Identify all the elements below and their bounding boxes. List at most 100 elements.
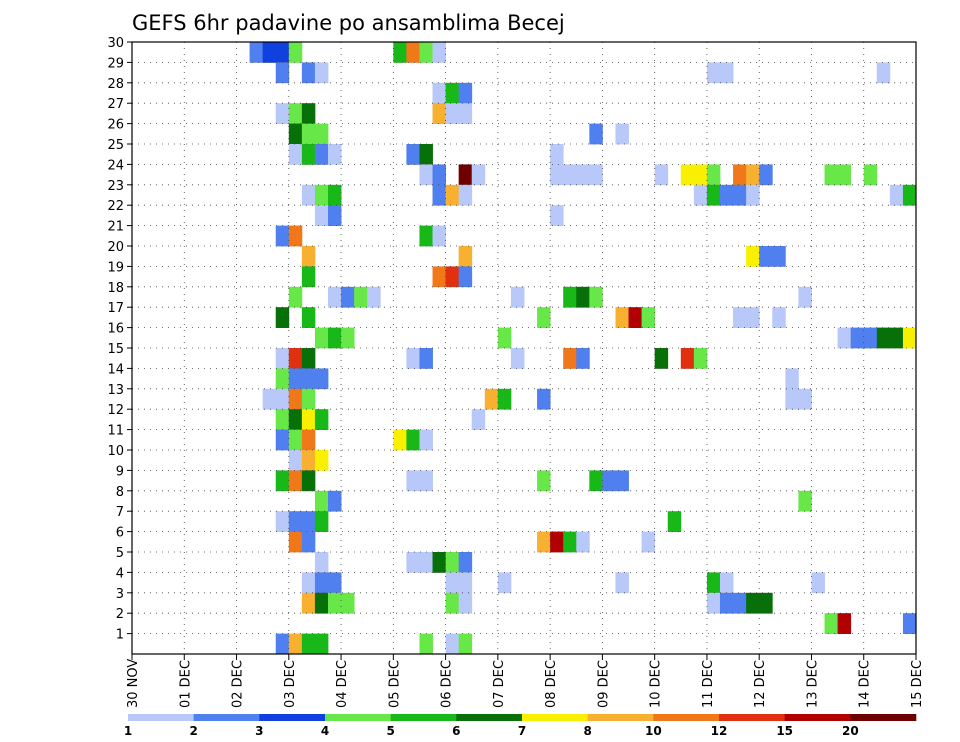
legend-swatch — [784, 714, 851, 721]
heatmap-cell — [837, 613, 852, 634]
heatmap-cell — [288, 429, 303, 451]
legend-label: 6 — [452, 724, 460, 738]
heatmap-cell — [706, 164, 721, 186]
heatmap-cell — [733, 164, 747, 186]
y-tick-label: 12 — [107, 403, 124, 418]
legend-swatch — [128, 714, 194, 721]
legend-swatch — [850, 714, 917, 721]
grid-lines — [132, 42, 916, 654]
heatmap-cell — [301, 184, 316, 206]
heatmap-cell — [733, 592, 747, 614]
x-tick-label: 15 DEC — [910, 660, 925, 708]
heatmap-cell — [706, 572, 721, 594]
heatmap-cell — [275, 225, 290, 247]
heatmap-cell — [328, 144, 342, 165]
legend-label: 2 — [189, 724, 197, 738]
heatmap-cell — [301, 429, 316, 451]
heatmap-cell — [589, 470, 603, 492]
heatmap-cell — [301, 266, 316, 288]
legend-label: 15 — [776, 724, 793, 738]
heatmap-cell — [406, 42, 420, 63]
legend-swatch — [719, 714, 785, 721]
y-tick-label: 3 — [116, 587, 124, 602]
heatmap-cell — [406, 552, 420, 573]
heatmap-cell — [301, 123, 316, 145]
heatmap-cell — [889, 184, 904, 206]
heatmap-cell — [419, 552, 433, 573]
heatmap-cell — [746, 592, 760, 614]
y-tick-label: 10 — [107, 444, 124, 459]
y-tick-label: 17 — [107, 301, 124, 316]
heatmap-cell — [589, 164, 603, 186]
y-tick-label: 27 — [107, 97, 124, 112]
y-tick-label: 28 — [107, 77, 124, 92]
heatmap-cell — [537, 388, 551, 410]
x-tick-label: 05 DEC — [387, 660, 402, 708]
heatmap-cell — [314, 409, 329, 430]
heatmap-cell — [419, 429, 433, 451]
y-tick-label: 24 — [107, 158, 124, 173]
heatmap-cell — [537, 531, 551, 553]
y-axis: 1234567891011121314151617181920212223242… — [107, 36, 132, 643]
y-tick-label: 5 — [116, 546, 124, 561]
heatmap-cell — [876, 62, 891, 84]
heatmap-cell — [406, 144, 420, 165]
heatmap-cell — [328, 184, 342, 206]
y-tick-label: 2 — [116, 607, 124, 622]
heatmap-cell — [576, 348, 590, 369]
heatmap-cell — [275, 429, 290, 451]
heatmap-cell — [537, 470, 551, 492]
y-tick-label: 1 — [116, 628, 124, 643]
y-tick-label: 23 — [107, 179, 124, 194]
heatmap-cell — [615, 123, 629, 145]
heatmap-cell — [458, 552, 473, 573]
heatmap-cell — [406, 470, 420, 492]
y-tick-label: 29 — [107, 56, 124, 71]
heatmap-cell — [720, 62, 734, 84]
heatmap-cell — [314, 368, 329, 390]
heatmap-cell — [393, 429, 407, 451]
y-tick-label: 30 — [107, 36, 124, 51]
heatmap-cell — [693, 184, 708, 206]
heatmap-cell — [314, 62, 329, 84]
x-tick-label: 08 DEC — [544, 660, 559, 708]
legend-label: 7 — [518, 724, 526, 738]
legend-label: 10 — [645, 724, 662, 738]
heatmap-cell — [288, 470, 303, 492]
heatmap-cell — [759, 164, 773, 186]
heatmap-cell — [615, 470, 629, 492]
heatmap-cell — [563, 286, 577, 308]
heatmap-cell — [458, 164, 473, 186]
heatmap-cell — [746, 246, 760, 267]
heatmap-cell — [406, 348, 420, 369]
heatmap-cell — [733, 184, 747, 206]
y-tick-label: 20 — [107, 240, 124, 255]
heatmap-cell — [550, 164, 564, 186]
heatmap-cell — [746, 307, 760, 328]
y-tick-label: 13 — [107, 383, 124, 398]
heatmap-cell — [785, 368, 799, 390]
heatmap-cell — [432, 164, 446, 186]
heatmap-cell — [667, 511, 682, 532]
legend-label: 20 — [842, 724, 859, 738]
heatmap-cell — [419, 633, 433, 655]
heatmap-cell — [537, 307, 551, 328]
heatmap-cell — [445, 592, 460, 614]
heatmap-cell — [288, 531, 303, 553]
x-tick-label: 30 NOV — [126, 659, 141, 708]
heatmap-cell — [419, 225, 433, 247]
heatmap-cell — [720, 572, 734, 594]
heatmap-cell — [301, 470, 316, 492]
y-tick-label: 25 — [107, 138, 124, 153]
heatmap-cell — [458, 633, 473, 655]
heatmap-cell — [301, 62, 316, 84]
x-tick-label: 07 DEC — [492, 660, 507, 708]
legend-swatch — [390, 714, 457, 721]
legend-label: 3 — [255, 724, 263, 738]
legend-label: 4 — [321, 724, 329, 738]
heatmap-cell — [393, 42, 407, 63]
legend-swatch — [522, 714, 588, 721]
heatmap-cell — [314, 490, 329, 512]
heatmap-cell — [902, 184, 917, 206]
heatmap-cell — [406, 429, 420, 451]
